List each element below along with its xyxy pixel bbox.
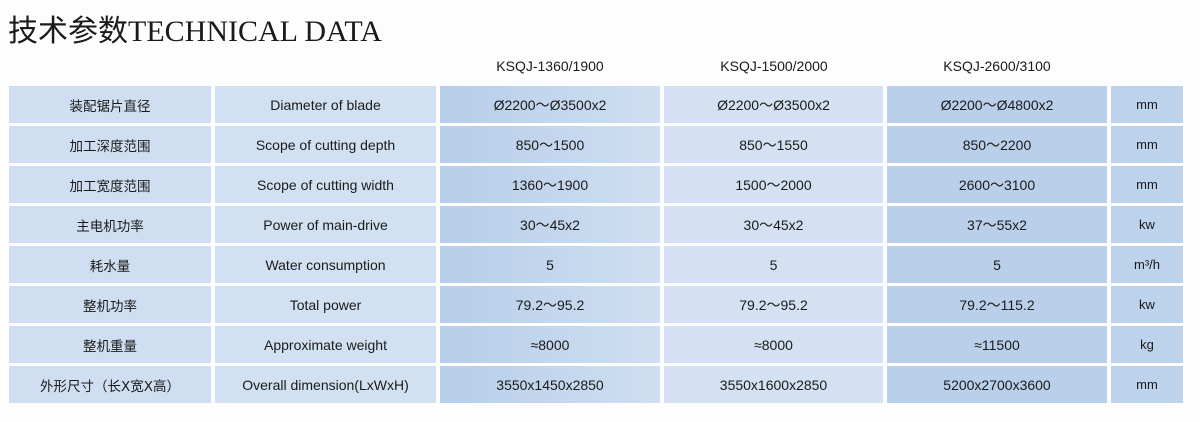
unit: mm [1111,166,1183,203]
model-1-value: Ø2200～Ø3500x2 [440,86,660,123]
title-cn: 技术参数 [8,14,128,49]
table-row: 整机功率 Total power 79.2～95.2 79.2～95.2 79.2～11… [9,286,1183,323]
unit: m³/h [1111,246,1183,283]
model-3-value: 850～2200 [887,126,1107,163]
param-name-cn: 主电机功率 [9,206,211,243]
model-2-value: 30～45x2 [664,206,883,243]
model-2-value: 3550x1600x2850 [664,366,883,403]
unit: mm [1111,86,1183,123]
model-2-value: ≈8000 [664,326,883,363]
table-row: 加工宽度范围 Scope of cutting width 1360～1900 150… [9,166,1183,203]
unit: kw [1111,286,1183,323]
param-name-en: Scope of cutting width [215,166,436,203]
model-3-value: 37～55x2 [887,206,1107,243]
param-name-en: Approximate weight [215,326,436,363]
model-3-value: ≈11500 [887,326,1107,363]
param-name-cn: 装配锯片直径 [9,86,211,123]
param-name-cn: 整机重量 [9,326,211,363]
model-1-value: 1360～1900 [440,166,660,203]
table-row: 外形尺寸（长X宽X高） Overall dimension(LxWxH) 3550x… [9,366,1183,403]
model-header: KSQJ-1360/1900 [496,58,604,74]
param-name-en: Total power [215,286,436,323]
param-name-cn: 加工宽度范围 [9,166,211,203]
model-2-value: 79.2～95.2 [664,286,883,323]
table-row: 耗水量 Water consumption 5 5 5 m³/h [9,246,1183,283]
table-row: 主电机功率 Power of main-drive 30～45x2 30～45x2 37… [9,206,1183,243]
model-1-value: 30～45x2 [440,206,660,243]
model-3-value: 79.2～115.2 [887,286,1107,323]
unit: kg [1111,326,1183,363]
table-row: 加工深度范围 Scope of cutting depth 850～1500 850～… [9,126,1183,163]
model-1-value: 3550x1450x2850 [440,366,660,403]
model-header: KSQJ-1500/2000 [720,58,828,74]
model-1-value: 850～1500 [440,126,660,163]
param-name-cn: 外形尺寸（长X宽X高） [9,366,211,403]
param-name-en: Diameter of blade [215,86,436,123]
model-header: KSQJ-2600/3100 [943,58,1051,74]
param-name-en: Overall dimension(LxWxH) [215,366,436,403]
model-2-value: 850～1550 [664,126,883,163]
model-3-value: Ø2200～Ø4800x2 [887,86,1107,123]
unit: mm [1111,126,1183,163]
model-3-value: 5 [887,246,1107,283]
unit: mm [1111,366,1183,403]
unit: kw [1111,206,1183,243]
model-2-value: 1500～2000 [664,166,883,203]
model-2-value: 5 [664,246,883,283]
param-name-cn: 耗水量 [9,246,211,283]
model-1-value: 5 [440,246,660,283]
model-3-value: 2600～3100 [887,166,1107,203]
model-3-value: 5200x2700x3600 [887,366,1107,403]
model-1-value: 79.2～95.2 [440,286,660,323]
technical-data-table: 装配锯片直径 Diameter of blade Ø2200～Ø3500x2 Ø220… [5,83,1187,406]
param-name-cn: 加工深度范围 [9,126,211,163]
param-name-en: Power of main-drive [215,206,436,243]
table-row: 装配锯片直径 Diameter of blade Ø2200～Ø3500x2 Ø220… [9,86,1183,123]
param-name-en: Water consumption [215,246,436,283]
model-1-value: ≈8000 [440,326,660,363]
table-row: 整机重量 Approximate weight ≈8000 ≈8000 ≈11500 kg [9,326,1183,363]
param-name-en: Scope of cutting depth [215,126,436,163]
model-2-value: Ø2200～Ø3500x2 [664,86,883,123]
title-en: TECHNICAL DATA [128,15,382,48]
page-title: 技术参数TECHNICAL DATA [8,6,382,50]
param-name-cn: 整机功率 [9,286,211,323]
